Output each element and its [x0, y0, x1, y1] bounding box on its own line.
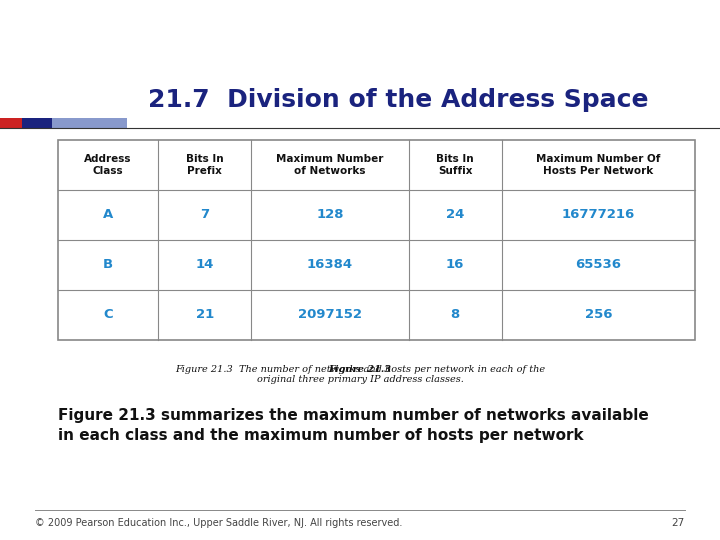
- Text: 21.7  Division of the Address Space: 21.7 Division of the Address Space: [148, 88, 649, 112]
- Text: 256: 256: [585, 308, 612, 321]
- Text: in each class and the maximum number of hosts per network: in each class and the maximum number of …: [58, 428, 584, 443]
- Text: Figure 21.3  The number of networks and hosts per network in each of the
origina: Figure 21.3 The number of networks and h…: [175, 365, 545, 384]
- Bar: [0, 118, 22, 128]
- Bar: [22, 118, 52, 128]
- Text: Maximum Number
of Networks: Maximum Number of Networks: [276, 154, 384, 176]
- Bar: [58, 140, 695, 340]
- Bar: [52, 118, 127, 128]
- Text: 27: 27: [672, 518, 685, 528]
- Text: 128: 128: [316, 208, 343, 221]
- Text: Bits In
Suffix: Bits In Suffix: [436, 154, 474, 176]
- Text: 21: 21: [196, 308, 214, 321]
- Text: Figure 21.3 summarizes the maximum number of networks available: Figure 21.3 summarizes the maximum numbe…: [58, 408, 649, 423]
- Text: 8: 8: [451, 308, 460, 321]
- Text: 2097152: 2097152: [298, 308, 362, 321]
- Text: Bits In
Prefix: Bits In Prefix: [186, 154, 223, 176]
- Text: Figure 21.3: Figure 21.3: [328, 365, 392, 374]
- Text: Maximum Number Of
Hosts Per Network: Maximum Number Of Hosts Per Network: [536, 154, 660, 176]
- Text: 7: 7: [200, 208, 210, 221]
- Text: 24: 24: [446, 208, 464, 221]
- Text: 14: 14: [196, 259, 214, 272]
- Text: C: C: [103, 308, 113, 321]
- Text: B: B: [103, 259, 113, 272]
- Text: © 2009 Pearson Education Inc., Upper Saddle River, NJ. All rights reserved.: © 2009 Pearson Education Inc., Upper Sad…: [35, 518, 402, 528]
- Text: 65536: 65536: [575, 259, 621, 272]
- Text: A: A: [103, 208, 113, 221]
- Text: 16384: 16384: [307, 259, 353, 272]
- Text: 16777216: 16777216: [562, 208, 635, 221]
- Text: Address
Class: Address Class: [84, 154, 132, 176]
- Text: 16: 16: [446, 259, 464, 272]
